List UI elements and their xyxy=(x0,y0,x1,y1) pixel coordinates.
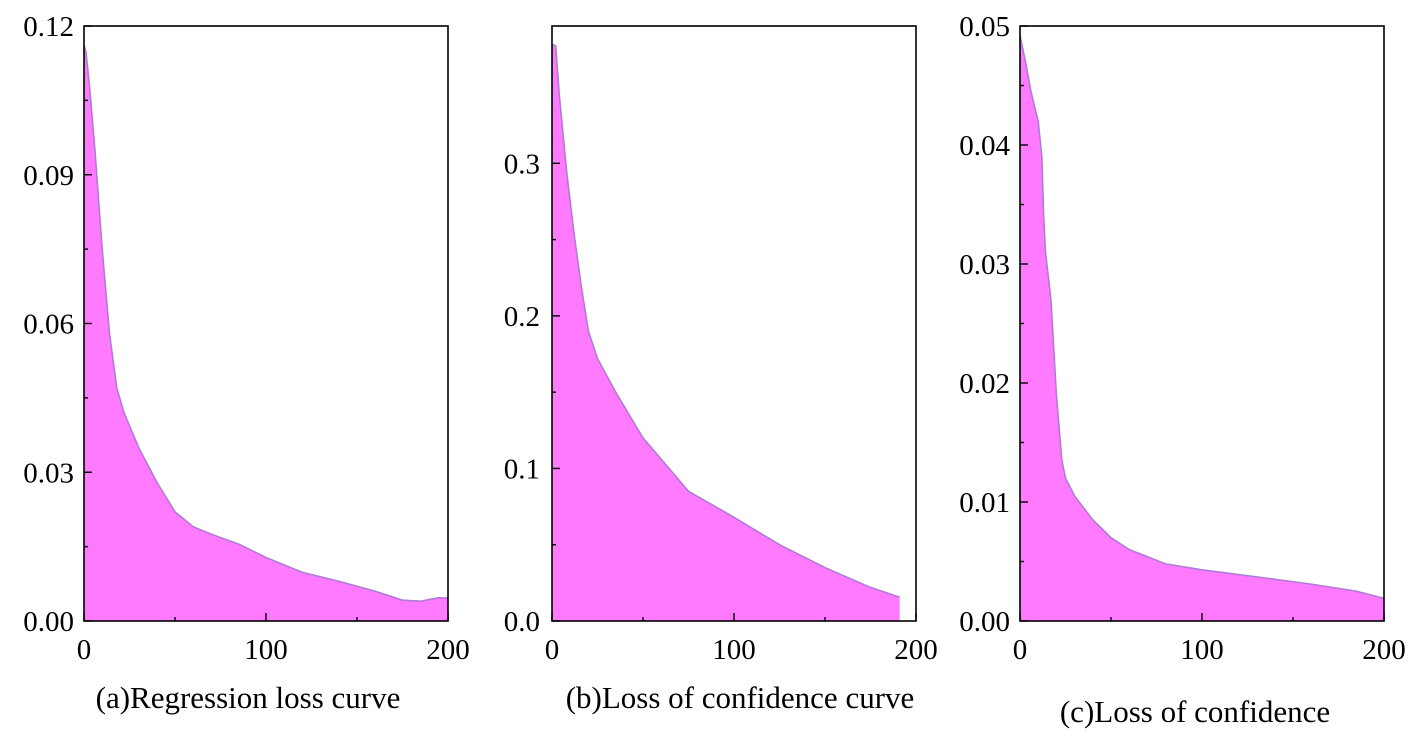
panel-c-y-tick-label: 0.00 xyxy=(959,606,1010,638)
panel-a-y-tick-label: 0.00 xyxy=(23,606,74,638)
panel-c-x-tick-label: 200 xyxy=(1362,634,1406,666)
panel-b-loss-line xyxy=(551,43,900,598)
panel-a-x-tick-label: 0 xyxy=(77,634,92,666)
panel-c-y-tick-label: 0.02 xyxy=(959,368,1010,400)
panel-a-area-fill xyxy=(84,45,448,621)
panel-b-y-tick-label: 0.2 xyxy=(504,301,540,333)
panel-b-caption: (b)Loss of confidence curve xyxy=(566,680,915,715)
panel-a-y-tick-label: 0.09 xyxy=(23,160,74,192)
panel-b-x-tick-label: 100 xyxy=(712,634,756,666)
panel-c-x-tick-label: 0 xyxy=(1013,634,1028,666)
panel-a-caption: (a)Regression loss curve xyxy=(96,680,401,715)
panel-b-x-tick-label: 200 xyxy=(894,634,938,666)
panel-a-x-tick-label: 200 xyxy=(426,634,470,666)
panel-b-y-tick-label: 0.1 xyxy=(504,453,540,485)
panel-c-y-tick-label: 0.03 xyxy=(959,249,1010,281)
panel-a-y-tick-label: 0.12 xyxy=(23,11,74,43)
panel-b-chart: 0.0 0.1 0.2 0.3 0 100 200 (b)Loss of confidence… xyxy=(504,25,938,715)
panel-c-y-tick-label: 0.04 xyxy=(959,130,1010,162)
panel-c-y-tick-label: 0.01 xyxy=(959,487,1010,519)
panel-c-y-tick-label: 0.05 xyxy=(959,11,1010,43)
panel-a-loss-line xyxy=(83,45,449,602)
panel-a-x-tick-label: 100 xyxy=(244,634,288,666)
panel-a-y-tick-label: 0.03 xyxy=(23,457,74,489)
panel-b-y-tick-label: 0.3 xyxy=(504,148,540,180)
panel-c-loss-line xyxy=(1019,35,1385,600)
panel-b-area-fill xyxy=(552,44,900,622)
panel-b-y-tick-label: 0.0 xyxy=(504,606,540,638)
panel-a-y-tick-label: 0.06 xyxy=(23,309,74,341)
panel-c-caption: (c)Loss of confidence xyxy=(1060,694,1330,729)
panel-c-chart: 0.00 0.01 0.02 0.03 0.04 0.05 0 100 200 (c)Loss o… xyxy=(959,11,1406,729)
panel-a-chart: 0.00 0.03 0.06 0.09 0.12 0 100 200 (a)Regression… xyxy=(23,11,470,715)
panel-c-x-tick-label: 100 xyxy=(1180,634,1224,666)
panel-b-x-tick-label: 0 xyxy=(545,634,560,666)
panel-c-area-fill xyxy=(1020,35,1384,621)
